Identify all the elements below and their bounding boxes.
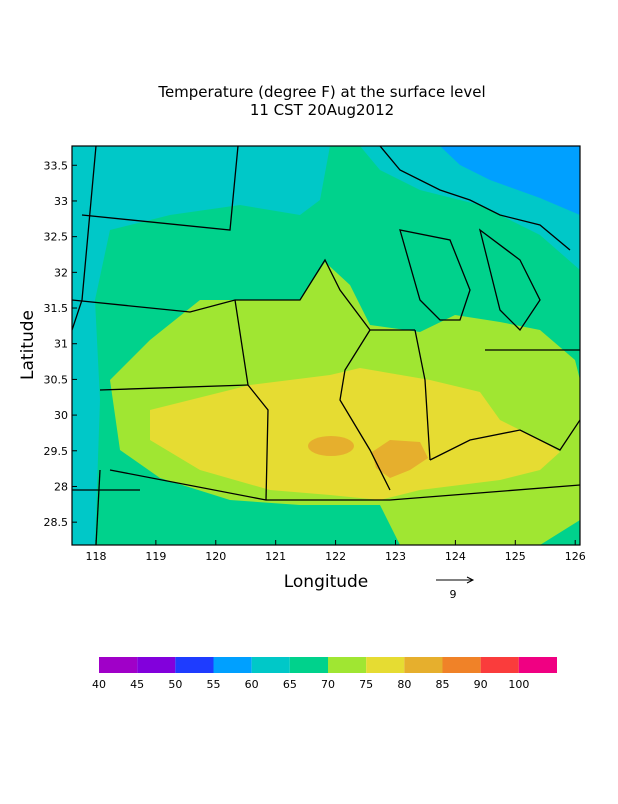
chart-title: Temperature (degree F) at the surface le… [157, 83, 485, 101]
colorbar-label: 55 [207, 678, 221, 691]
colorbar-box [518, 657, 557, 673]
colorbar-box [366, 657, 405, 673]
y-tick-label: 33 [54, 195, 68, 208]
colorbar-label: 100 [508, 678, 529, 691]
colorbar-box [99, 657, 138, 673]
colorbar-label: 90 [474, 678, 488, 691]
field-hot [372, 440, 428, 478]
colorbar-label: 80 [397, 678, 411, 691]
colorbar-label: 85 [436, 678, 450, 691]
y-tick-label: 32 [54, 266, 68, 279]
y-tick-label: 33.5 [44, 159, 69, 172]
x-axis-label: Longitude [284, 572, 369, 592]
plot-frame [71, 145, 581, 546]
x-tick-label: 120 [205, 550, 226, 563]
colorbar-box [442, 657, 481, 673]
x-tick-label: 119 [145, 550, 166, 563]
y-tick-label: 29.5 [44, 445, 69, 458]
reference-vector-head [466, 576, 475, 584]
chart-subtitle: 11 CST 20Aug2012 [250, 101, 394, 119]
colorbar-label: 40 [92, 678, 106, 691]
y-axis-label: Latitude [18, 310, 38, 380]
colorbar-label: 50 [168, 678, 182, 691]
x-tick-label: 121 [265, 550, 286, 563]
field-warm [150, 368, 560, 500]
colorbar-box [289, 657, 328, 673]
colorbar-box [480, 657, 519, 673]
x-tick-label: 118 [85, 550, 106, 563]
colorbar-box [404, 657, 443, 673]
y-tick-label: 30 [54, 409, 68, 422]
x-tick-label: 126 [565, 550, 586, 563]
x-tick-label: 122 [325, 550, 346, 563]
colorbar-box [251, 657, 290, 673]
field-cold [440, 146, 580, 215]
colorbar-label: 70 [321, 678, 335, 691]
colorbar-box [328, 657, 367, 673]
y-tick-label: 31 [54, 338, 68, 351]
y-tick-label: 30.5 [44, 373, 69, 386]
colorbar-label: 45 [130, 678, 144, 691]
colorbar-label: 65 [283, 678, 297, 691]
y-tick-label: 28.5 [44, 516, 69, 529]
colorbar-label: 75 [359, 678, 373, 691]
x-tick-label: 124 [445, 550, 466, 563]
borders [72, 146, 580, 545]
field-hot [308, 436, 354, 456]
x-tick-label: 123 [385, 550, 406, 563]
y-tick-label: 31.5 [44, 302, 69, 315]
field-cool [72, 146, 330, 545]
colorbar-box [137, 657, 176, 673]
temperature-field [72, 146, 580, 545]
y-tick-label: 28 [54, 480, 68, 493]
x-tick-label: 125 [505, 550, 526, 563]
colorbar-label: 60 [245, 678, 259, 691]
colorbar-box [213, 657, 252, 673]
colorbar-box [175, 657, 214, 673]
reference-vector-label: 9 [450, 588, 457, 601]
y-tick-label: 32.5 [44, 231, 69, 244]
